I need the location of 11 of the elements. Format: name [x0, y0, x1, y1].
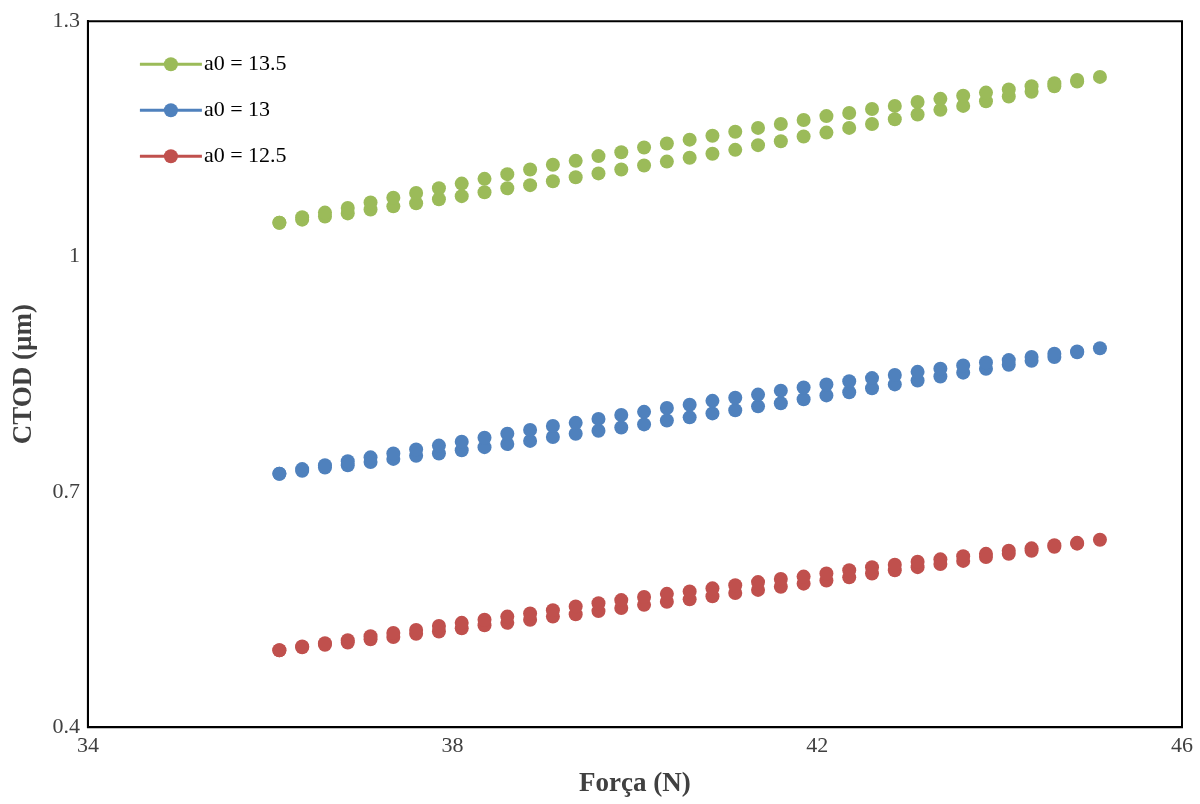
y-tick-label: 1	[68, 242, 80, 268]
y-tick-label: 1.3	[52, 6, 80, 32]
x-tick-label: 38	[441, 732, 464, 758]
legend-label: a0 = 13	[203, 95, 271, 121]
y-tick-label: 0.7	[52, 477, 80, 503]
y-axis-title: CTOD (µm)	[7, 304, 38, 445]
x-tick-label: 42	[806, 732, 829, 758]
legend-label: a0 = 13.5	[203, 49, 287, 75]
x-tick-label: 46	[1171, 732, 1193, 758]
legend-label: a0 = 12.5	[203, 141, 287, 167]
x-axis-title: Força (N)	[579, 766, 691, 797]
